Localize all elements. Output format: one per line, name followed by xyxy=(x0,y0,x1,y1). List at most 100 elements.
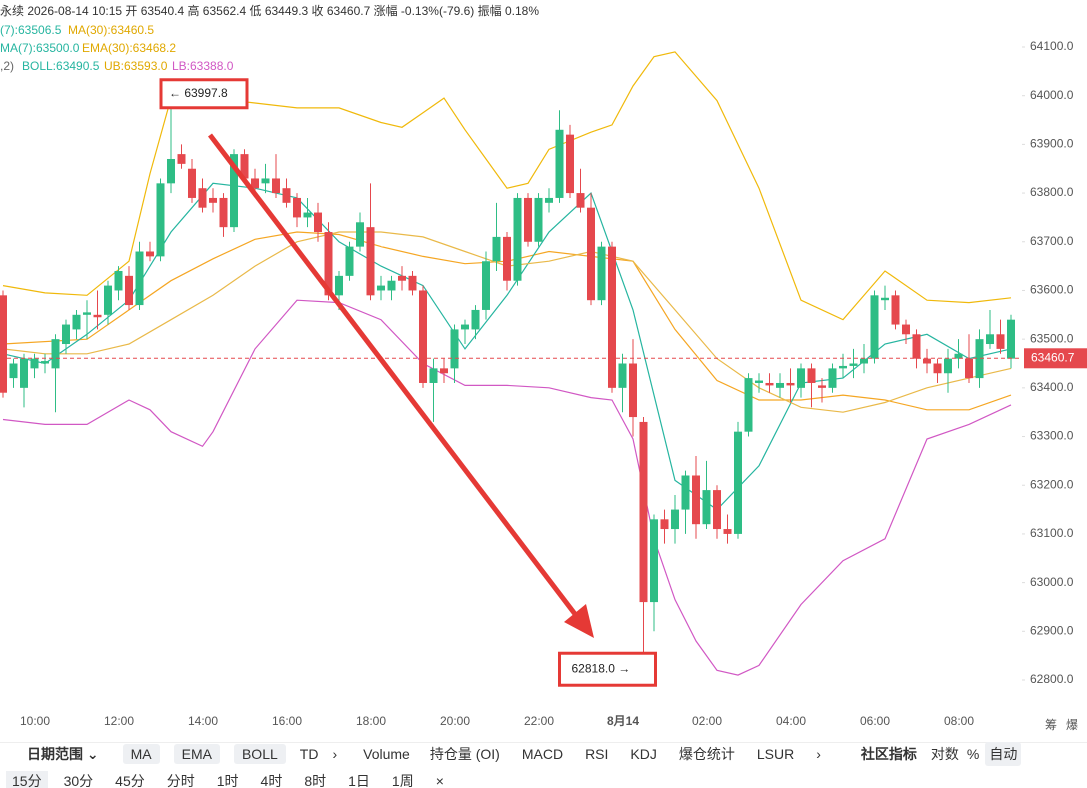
candle-body xyxy=(555,129,564,198)
candle-body xyxy=(597,246,606,301)
y-tick-label: 62900.0 xyxy=(1030,623,1074,637)
interval[interactable]: 1日 xyxy=(348,773,370,788)
candle-body xyxy=(408,275,417,291)
side-label[interactable]: 爆 xyxy=(1066,718,1078,732)
y-tick-label: 63000.0 xyxy=(1030,575,1074,589)
candle-body xyxy=(282,188,291,203)
tool[interactable]: MACD xyxy=(521,746,564,762)
last-price-tag xyxy=(1024,348,1087,369)
candle-body xyxy=(461,324,469,330)
interval[interactable]: 15分 xyxy=(6,771,48,788)
candle-body xyxy=(41,361,49,364)
x-tick-label: 14:00 xyxy=(188,714,218,728)
x-tick-label: 12:00 xyxy=(104,714,134,728)
candle-body xyxy=(524,197,532,242)
candle-body xyxy=(681,475,690,510)
boll-info: ,2) xyxy=(0,59,14,73)
tool[interactable]: › xyxy=(332,746,338,762)
candle-body xyxy=(765,382,774,386)
x-tick-label: 16:00 xyxy=(272,714,302,728)
candle-body xyxy=(261,178,270,184)
interval[interactable]: 1时 xyxy=(216,773,239,788)
candle-body xyxy=(975,339,984,379)
tool[interactable]: RSI xyxy=(585,746,609,762)
tool[interactable]: % xyxy=(966,746,980,762)
tool[interactable]: 日期范围 ⌄ xyxy=(27,746,99,762)
candle-body xyxy=(83,312,91,315)
candle-body xyxy=(828,368,837,388)
candle-body xyxy=(650,519,658,603)
tool[interactable]: 爆仓统计 xyxy=(678,746,735,762)
interval[interactable]: 1周 xyxy=(391,773,414,788)
high-note-label: ← 63997.8 xyxy=(169,86,228,100)
interval[interactable]: 45分 xyxy=(115,773,145,788)
ohlc-info: 永续 2026-08-14 10:15 开 63540.4 高 63562.4 … xyxy=(0,3,539,18)
candle-body xyxy=(429,368,438,383)
candle-body xyxy=(755,380,763,383)
candle-body xyxy=(377,285,385,291)
candle-body xyxy=(450,329,459,369)
tool[interactable]: BOLL xyxy=(233,744,286,764)
x-tick-label: 22:00 xyxy=(524,714,554,728)
ma-info: MA(30):63460.5 xyxy=(68,23,154,37)
candle-body xyxy=(240,154,249,179)
x-tick-label: 10:00 xyxy=(20,714,50,728)
candle-body xyxy=(482,261,490,310)
candle-body xyxy=(786,382,795,386)
tool[interactable]: TD xyxy=(299,746,319,762)
ma-info: (7):63506.5 xyxy=(0,23,62,37)
tool[interactable]: 社区指标 xyxy=(860,746,917,762)
candle-body xyxy=(1007,319,1015,359)
tool[interactable]: KDJ xyxy=(630,746,657,762)
candle-body xyxy=(0,295,7,393)
tool[interactable]: 持仓量 (OI) xyxy=(429,746,500,762)
candle-body xyxy=(62,324,70,345)
candle-body xyxy=(797,368,805,388)
side-label[interactable]: 筹 xyxy=(1045,718,1057,732)
candle-body xyxy=(471,309,480,330)
arrow-shaft xyxy=(208,133,580,620)
y-tick-label: 62800.0 xyxy=(1030,672,1074,686)
candle-body xyxy=(104,285,112,315)
interval[interactable]: 8时 xyxy=(304,773,327,788)
candle-body xyxy=(944,358,952,374)
tool[interactable]: 对数 xyxy=(930,746,959,762)
tool[interactable]: EMA xyxy=(173,744,220,764)
candle-body xyxy=(492,236,501,262)
y-tick-label: 63100.0 xyxy=(1030,526,1074,540)
tool[interactable]: Volume xyxy=(363,746,410,762)
low-note-label: 62818.0 → xyxy=(572,661,631,675)
interval[interactable]: × xyxy=(435,773,444,788)
candle-body xyxy=(156,183,165,257)
tool[interactable]: LSUR xyxy=(756,746,795,762)
x-tick-label: 06:00 xyxy=(860,714,890,728)
toolbar: 日期范围 ⌄ MA EMA BOLL TD › Volume 持仓量 (OI) … xyxy=(0,742,1087,766)
y-tick-label: 64000.0 xyxy=(1030,88,1074,102)
candle-body xyxy=(30,358,39,369)
candle-body xyxy=(324,232,333,296)
candle-body xyxy=(965,358,973,379)
y-tick-label: 63800.0 xyxy=(1030,185,1074,199)
candle-body xyxy=(891,295,900,325)
chart: 永续 2026-08-14 10:15 开 63540.4 高 63562.4 … xyxy=(0,3,1087,732)
candle-body xyxy=(114,270,123,291)
candle-body xyxy=(587,207,595,301)
boll-info: LB:63388.0 xyxy=(172,59,234,73)
candle-body xyxy=(818,385,826,388)
x-tick-label: 04:00 xyxy=(776,714,806,728)
candle-body xyxy=(881,297,889,301)
candle-body xyxy=(198,188,207,208)
tool[interactable]: › xyxy=(816,746,821,762)
tool[interactable]: 自动 xyxy=(985,742,1022,766)
tool[interactable]: MA xyxy=(122,744,160,764)
candle-body xyxy=(419,290,427,383)
interval[interactable]: 分时 xyxy=(166,773,195,788)
candle-body xyxy=(660,519,669,530)
boll-info: BOLL:63490.5 xyxy=(22,59,100,73)
interval[interactable]: 4时 xyxy=(260,773,283,788)
candle-body xyxy=(639,421,648,603)
y-tick-label: 63500.0 xyxy=(1030,331,1074,345)
candle-body xyxy=(545,197,553,203)
candle-body xyxy=(387,280,396,291)
interval[interactable]: 30分 xyxy=(63,773,94,788)
